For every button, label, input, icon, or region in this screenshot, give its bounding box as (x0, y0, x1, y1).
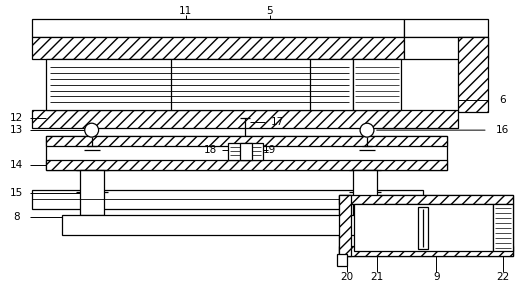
Text: 18: 18 (204, 145, 217, 155)
Bar (339, 194, 512, 204)
Text: 14: 14 (10, 160, 23, 170)
Bar (458, 37, 488, 112)
Text: 5: 5 (267, 6, 273, 16)
Bar (80, 170, 104, 215)
Text: 22: 22 (496, 272, 509, 282)
Text: 12: 12 (10, 113, 23, 123)
Text: 13: 13 (10, 125, 23, 135)
Bar (46, 160, 447, 170)
Bar (403, 37, 488, 59)
Bar (353, 170, 377, 215)
Bar (46, 59, 353, 110)
Text: 19: 19 (264, 145, 277, 155)
Bar (32, 190, 423, 209)
Bar (32, 110, 458, 128)
Bar (228, 143, 263, 160)
Bar (32, 37, 403, 59)
Text: 8: 8 (13, 212, 19, 222)
Bar (46, 136, 447, 146)
Bar (339, 246, 512, 256)
Bar (46, 136, 447, 170)
Text: 6: 6 (499, 95, 506, 105)
Circle shape (85, 123, 98, 137)
Bar (337, 254, 347, 266)
Text: 16: 16 (496, 125, 509, 135)
Text: 21: 21 (370, 272, 383, 282)
Bar (419, 208, 428, 249)
Circle shape (360, 123, 374, 137)
Bar (493, 204, 512, 251)
Text: 11: 11 (179, 6, 193, 16)
Bar (62, 215, 419, 235)
Bar (354, 204, 493, 251)
Text: 9: 9 (433, 272, 440, 282)
Bar (240, 143, 252, 160)
Text: 17: 17 (271, 117, 285, 127)
Text: 20: 20 (341, 272, 354, 282)
Bar (403, 19, 488, 37)
Bar (339, 194, 351, 256)
Bar (32, 19, 403, 37)
Bar (353, 59, 401, 110)
Text: 15: 15 (10, 188, 23, 198)
Bar (339, 194, 512, 256)
